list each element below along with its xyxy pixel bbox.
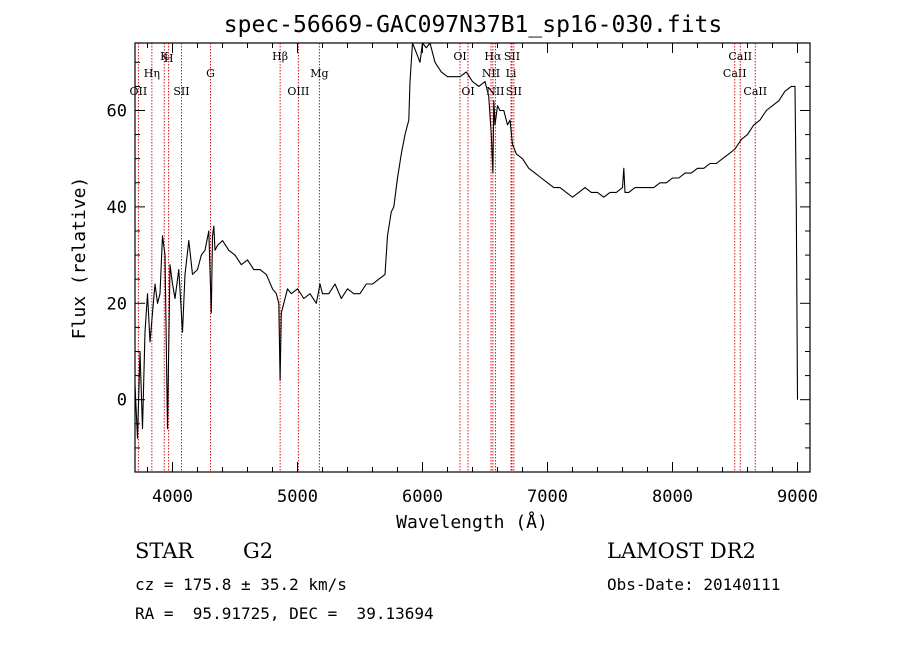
line-marker-label: OI [461,85,474,98]
line-marker-label: OII [130,85,148,98]
y-tick-label: 20 [107,294,127,314]
line-marker-label: SII [173,85,189,98]
x-axis-label: Wavelength (Å) [396,511,548,533]
line-marker-label: G [206,67,215,80]
line-marker-label: CaII [723,67,747,80]
line-marker-label: CaII [728,50,752,63]
line-marker-label: OI [453,50,466,63]
emission-line-markers: OIIHηKHSIIGHβOIIIMgOIOIHαNIINIISIILiSIIC… [130,43,767,472]
y-tick-label: 40 [107,198,127,218]
coordinates: RA = 95.91725, DEC = 39.13694 [135,604,434,623]
x-tick-label: 4000 [152,487,193,507]
line-marker-label: Hα [484,50,502,63]
line-marker-label: SII [506,85,522,98]
line-marker-label: Li [506,67,517,80]
x-tick-label: 5000 [277,487,318,507]
line-marker-label: Hη [144,67,160,80]
object-type: STAR [135,539,194,563]
spectrum-series [134,42,799,439]
line-marker-label: Hβ [272,50,288,63]
x-tick-label: 9000 [777,487,818,507]
line-marker-label: OIII [287,85,309,98]
subclass: G2 [243,539,274,563]
line-marker-label: SII [504,50,520,63]
line-marker-label: CaII [743,85,767,98]
x-tick-label: 6000 [402,487,443,507]
x-tick-label: 7000 [527,487,568,507]
line-marker-label: NII [482,67,500,80]
survey-name: LAMOST DR2 [607,539,756,563]
y-axis: 0 20 40 60 [107,61,810,449]
x-tick-label: 8000 [652,487,693,507]
redshift-velocity: cz = 175.8 ± 35.2 km/s [135,575,347,594]
line-marker-label: K [160,50,169,63]
y-tick-label: 0 [117,391,127,411]
line-marker-label: Mg [310,67,328,80]
y-axis-label: Flux (relative) [69,177,90,340]
y-tick-label: 60 [107,101,127,121]
chart-title: spec-56669-GAC097N37B1_sp16-030.fits [224,12,723,38]
observation-date: Obs-Date: 20140111 [607,575,781,594]
x-axis: 4000 5000 6000 7000 8000 9000 [147,43,818,507]
line-marker-label: H [164,52,174,65]
spectrum-line [134,42,799,439]
line-marker-label: NII [486,85,504,98]
